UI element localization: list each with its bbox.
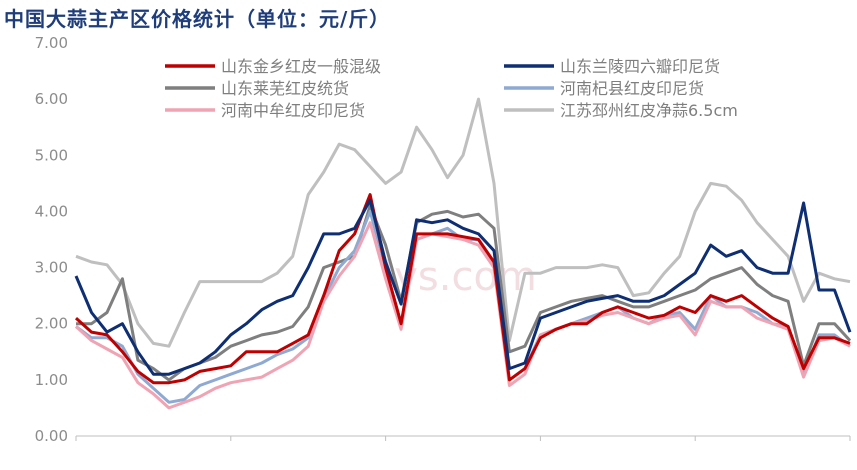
y-tick-label: 6.00 bbox=[35, 90, 68, 108]
legend-label-4: 河南中牟红皮印尼货 bbox=[221, 101, 365, 120]
legend-label-2: 山东莱芜红皮统货 bbox=[221, 79, 349, 98]
series-line-2 bbox=[76, 204, 852, 382]
y-axis: 0.00 1.00 2.00 3.00 4.00 5.00 6.00 7.00 bbox=[35, 34, 68, 445]
series-line-5 bbox=[75, 97, 851, 348]
y-tick-label: 2.00 bbox=[35, 315, 68, 333]
legend-label-3: 河南杞县红皮印尼货 bbox=[560, 79, 704, 98]
y-tick-label: 0.00 bbox=[35, 427, 68, 445]
series-line-1 bbox=[74, 198, 852, 376]
y-tick-label: 1.00 bbox=[35, 371, 68, 389]
x-axis bbox=[75, 435, 851, 441]
y-tick-label: 7.00 bbox=[35, 34, 68, 52]
chart-title: 中国大蒜主产区价格统计（单位：元/斤） bbox=[4, 7, 391, 31]
legend-label-5: 江苏邳州红皮净蒜6.5cm bbox=[560, 101, 738, 120]
y-tick-label: 4.00 bbox=[35, 202, 68, 220]
series-line-4 bbox=[74, 221, 851, 410]
series-line-0 bbox=[74, 193, 851, 385]
series-group bbox=[74, 97, 852, 410]
y-tick-label: 3.00 bbox=[35, 259, 68, 277]
y-tick-label: 5.00 bbox=[35, 146, 68, 164]
legend-label-0: 山东金乡红皮一般混级 bbox=[221, 57, 381, 76]
legend-label-1: 山东兰陵四六瓣印尼货 bbox=[560, 57, 720, 76]
